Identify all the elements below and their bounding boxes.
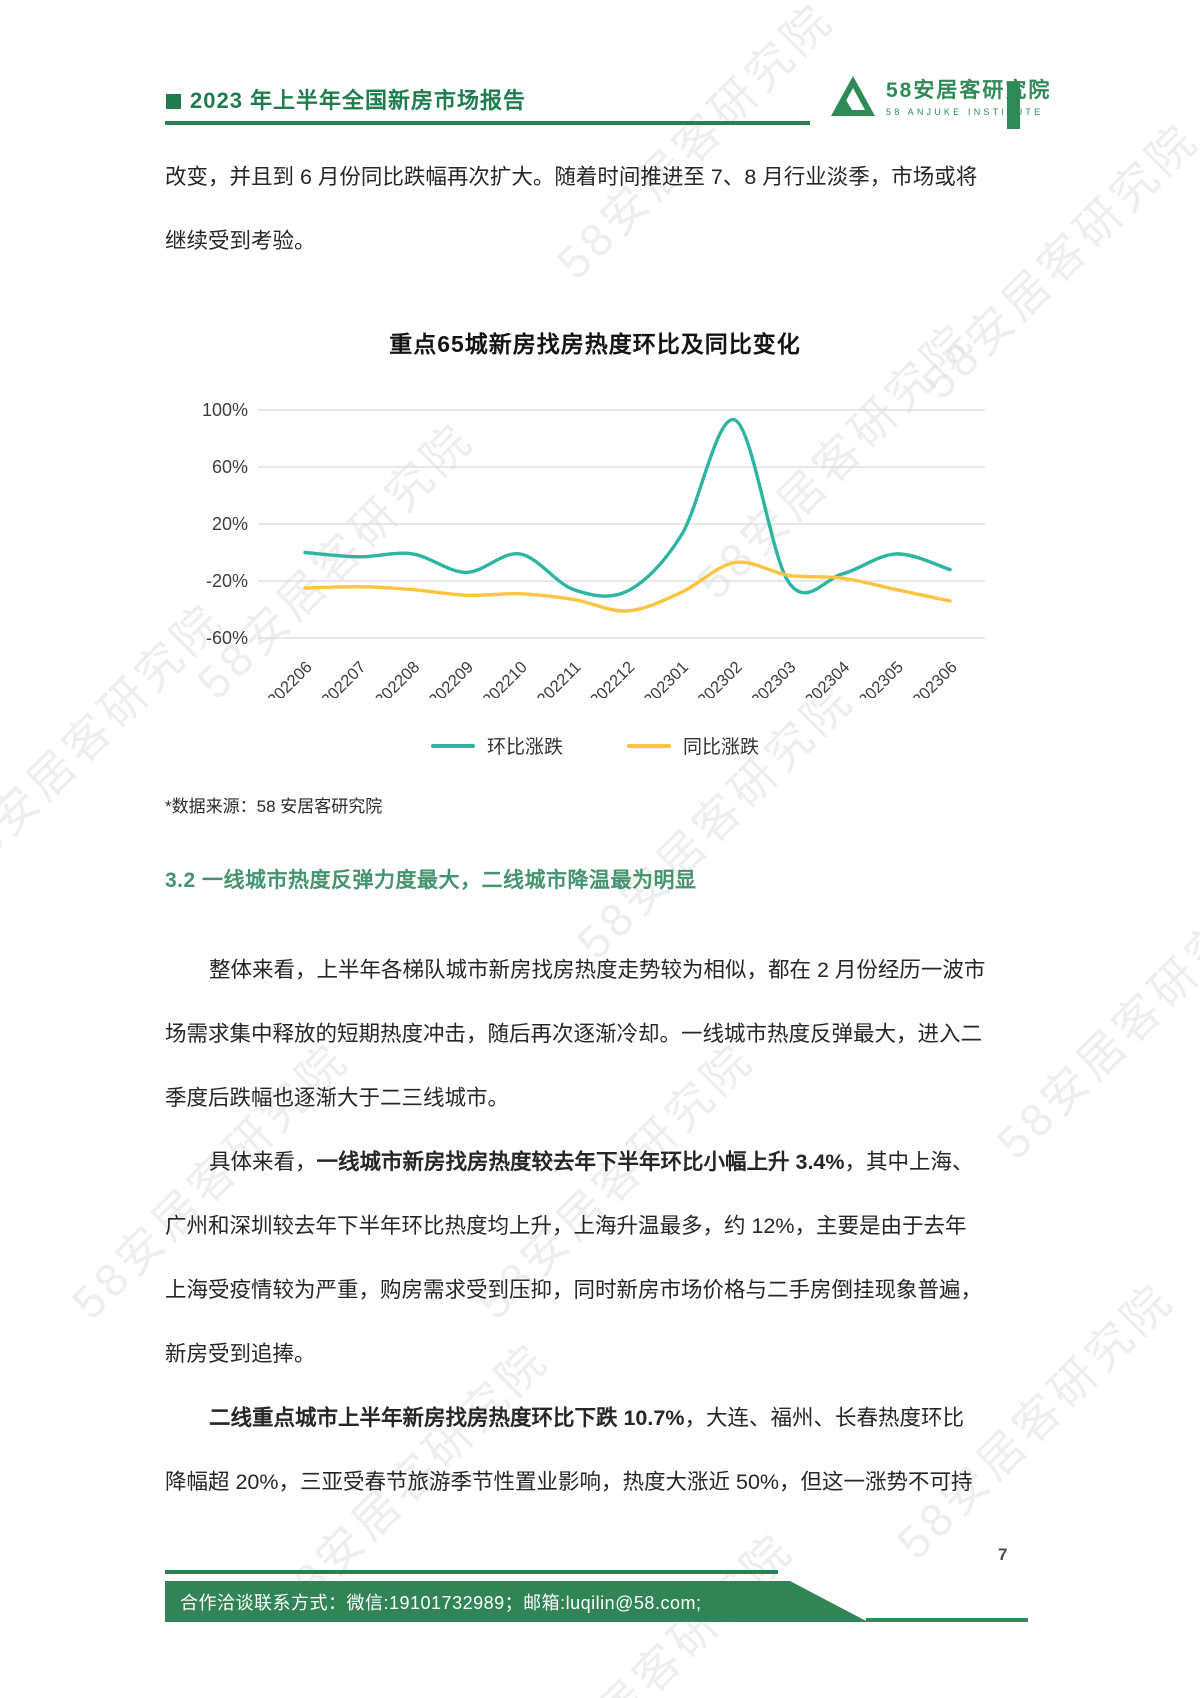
bold-text-segment: 二线重点城市上半年新房找房热度环比下跌 10.7% bbox=[209, 1406, 685, 1430]
text-line: 改变，并且到 6 月份同比跌幅再次扩大。随着时间推进至 7、8 月行业淡季，市场… bbox=[165, 145, 1040, 209]
text-segment: 继续受到考验。 bbox=[165, 229, 316, 253]
x-tick-label: 202208 bbox=[372, 658, 424, 698]
text-segment: 广州和深圳较去年下半年环比热度均上升，上海升温最多，约 12%，主要是由于去年 bbox=[165, 1214, 967, 1238]
footer-tail-line bbox=[866, 1618, 1028, 1622]
y-tick-label: 100% bbox=[202, 400, 248, 420]
x-tick-label: 202209 bbox=[425, 658, 477, 698]
y-tick-label: 20% bbox=[212, 514, 248, 534]
trend-line-chart: 100%60%20%-20%-60%202206 202207 202208 2022… bbox=[202, 400, 985, 698]
text-line: 上海受疫情较为严重，购房需求受到压抑，同时新房市场价格与二手房倒挂现象普遍， bbox=[165, 1258, 1040, 1322]
section-body-text: 整体来看，上半年各梯队城市新房找房热度走势较为相似，都在 2 月份经历一波市场需… bbox=[165, 938, 1040, 1514]
text-line: 具体来看，一线城市新房找房热度较去年下半年环比小幅上升 3.4%，其中上海、 bbox=[165, 1130, 1040, 1194]
intro-paragraph: 改变，并且到 6 月份同比跌幅再次扩大。随着时间推进至 7、8 月行业淡季，市场… bbox=[165, 145, 1040, 273]
text-segment: 改变，并且到 6 月份同比跌幅再次扩大。随着时间推进至 7、8 月行业淡季，市场… bbox=[165, 165, 978, 189]
text-segment: 季度后跌幅也逐渐大于二三线城市。 bbox=[165, 1086, 510, 1110]
text-line: 二线重点城市上半年新房找房热度环比下跌 10.7%，大连、福州、长春热度环比 bbox=[165, 1386, 1040, 1450]
y-tick-label: -60% bbox=[206, 628, 248, 648]
x-tick-label: 202304 bbox=[802, 658, 854, 698]
text-segment: 场需求集中释放的短期热度冲击，随后再次逐渐冷却。一线城市热度反弹最大，进入二 bbox=[165, 1022, 983, 1046]
text-segment: 降幅超 20%，三亚受春节旅游季节性置业影响，热度大涨近 50%，但这一涨势不可… bbox=[165, 1470, 973, 1494]
y-tick-label: 60% bbox=[212, 457, 248, 477]
text-line: 广州和深圳较去年下半年环比热度均上升，上海升温最多，约 12%，主要是由于去年 bbox=[165, 1194, 1040, 1258]
text-line: 场需求集中释放的短期热度冲击，随后再次逐渐冷却。一线城市热度反弹最大，进入二 bbox=[165, 1002, 1040, 1066]
x-tick-label: 202207 bbox=[318, 658, 370, 698]
header-accent-bar bbox=[1007, 82, 1020, 129]
footer-contact-banner: 合作洽谈联系方式：微信:19101732989；邮箱:luqilin@58.co… bbox=[165, 1581, 868, 1622]
text-segment: 具体来看， bbox=[209, 1150, 317, 1174]
x-tick-label: 202301 bbox=[640, 658, 692, 698]
header-bullet-square bbox=[166, 94, 181, 109]
logo-name-en: 58 ANJUKE INSTITUTE bbox=[886, 107, 1044, 117]
text-segment: ，其中上海、 bbox=[844, 1150, 974, 1174]
legend-swatch bbox=[627, 743, 671, 748]
x-tick-label: 202305 bbox=[855, 658, 907, 698]
text-segment: 整体来看，上半年各梯队城市新房找房热度走势较为相似，都在 2 月份经历一波市 bbox=[209, 958, 986, 982]
legend-item: 同比涨跌 bbox=[627, 732, 759, 759]
x-tick-label: 202212 bbox=[587, 658, 639, 698]
x-tick-label: 202306 bbox=[909, 658, 961, 698]
text-segment: ，大连、福州、长春热度环比 bbox=[684, 1406, 964, 1430]
watermark-text: 58安居客研究院 bbox=[567, 672, 864, 969]
chart-title: 重点65城新房找房热度环比及同比变化 bbox=[389, 331, 801, 357]
text-line: 新房受到追捧。 bbox=[165, 1322, 1040, 1386]
data-source-note: *数据来源：58 安居客研究院 bbox=[165, 797, 383, 816]
logo-name-cn: 58安居客研究院 bbox=[886, 79, 1052, 102]
text-line: 季度后跌幅也逐渐大于二三线城市。 bbox=[165, 1066, 1040, 1130]
legend-label: 同比涨跌 bbox=[683, 737, 760, 758]
page-number: 7 bbox=[998, 1545, 1008, 1564]
y-tick-label: -20% bbox=[206, 571, 248, 591]
text-segment: 新房受到追捧。 bbox=[165, 1342, 316, 1366]
section-heading-3-2: 3.2 一线城市热度反弹力度最大，二线城市降温最为明显 bbox=[165, 869, 697, 892]
footer-top-line bbox=[165, 1570, 778, 1574]
text-line: 降幅超 20%，三亚受春节旅游季节性置业影响，热度大涨近 50%，但这一涨势不可… bbox=[165, 1450, 1040, 1514]
series-line-环比涨跌 bbox=[303, 418, 952, 598]
anjuke-logo-icon bbox=[831, 75, 875, 116]
text-line: 继续受到考验。 bbox=[165, 209, 1040, 273]
x-tick-label: 202211 bbox=[534, 658, 585, 698]
report-title: 2023 年上半年全国新房市场报告 bbox=[190, 88, 527, 113]
x-tick-label: 202206 bbox=[264, 658, 316, 698]
legend-item: 环比涨跌 bbox=[430, 732, 563, 759]
legend-label: 环比涨跌 bbox=[486, 737, 563, 758]
chart-legend: 环比涨跌 同比涨跌 bbox=[190, 732, 1000, 759]
x-tick-label: 202302 bbox=[694, 658, 746, 698]
footer-contact-text: 合作洽谈联系方式：微信:19101732989；邮箱:luqilin@58.co… bbox=[180, 1592, 702, 1613]
text-line: 整体来看，上半年各梯队城市新房找房热度走势较为相似，都在 2 月份经历一波市 bbox=[165, 938, 1040, 1002]
legend-swatch bbox=[430, 743, 475, 748]
bold-text-segment: 一线城市新房找房热度较去年下半年环比小幅上升 3.4% bbox=[316, 1150, 845, 1174]
header-underline bbox=[165, 121, 810, 125]
series-line-同比涨跌 bbox=[303, 560, 952, 613]
x-tick-label: 202210 bbox=[479, 658, 531, 698]
x-tick-label: 202303 bbox=[748, 658, 800, 698]
anjuke-logo-text: 58安居客研究院 58 ANJUKE INSTITUTE bbox=[886, 74, 1051, 117]
text-segment: 上海受疫情较为严重，购房需求受到压抑，同时新房市场价格与二手房倒挂现象普遍， bbox=[165, 1278, 983, 1302]
